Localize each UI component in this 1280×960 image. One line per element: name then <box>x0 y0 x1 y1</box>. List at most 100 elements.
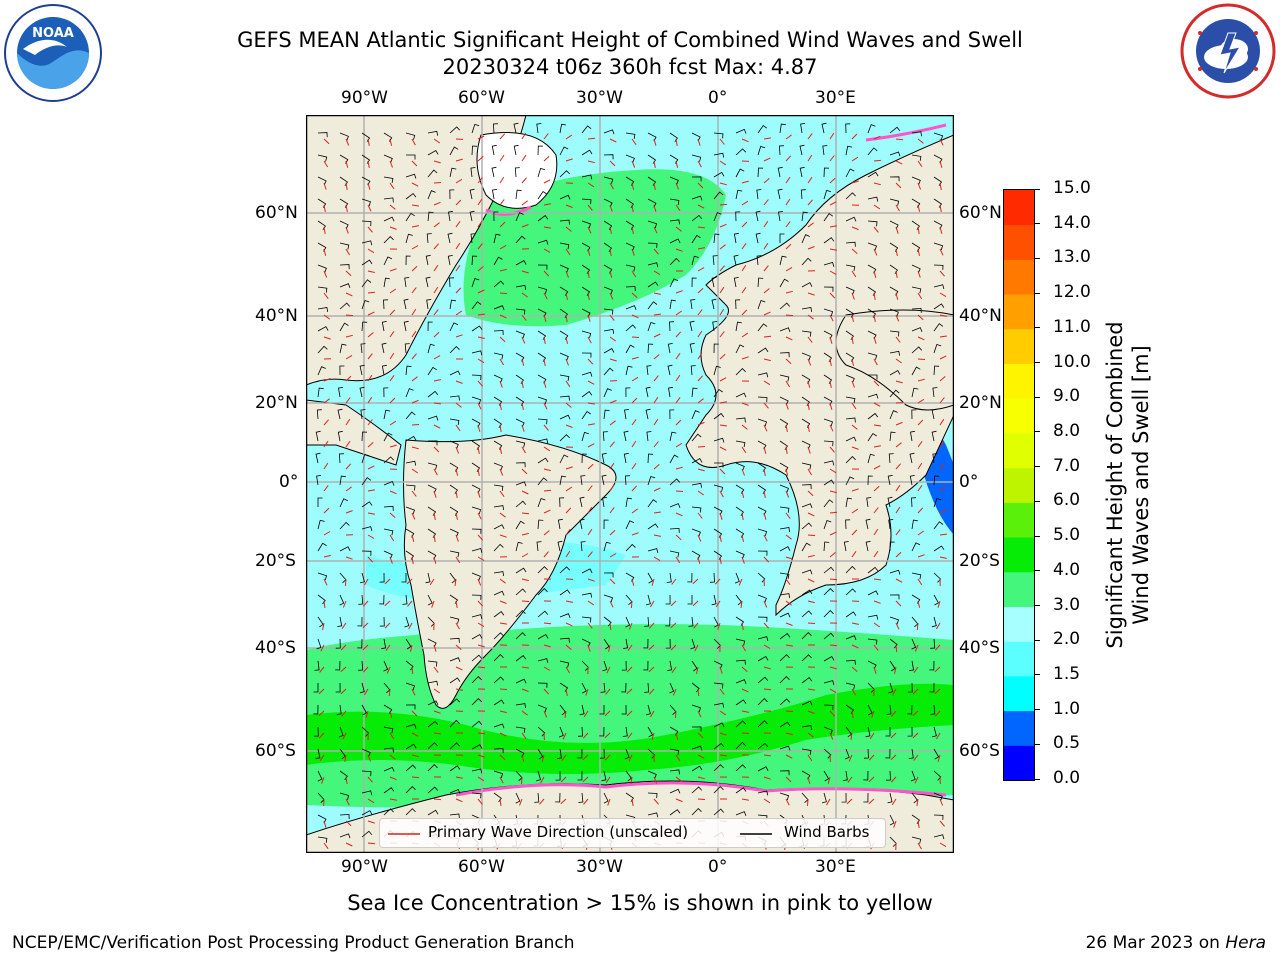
wave-direction-arrow <box>763 622 770 629</box>
wind-barb <box>735 741 746 750</box>
wave-direction-arrow <box>697 160 702 168</box>
wind-barb <box>559 660 570 668</box>
wave-direction-arrow <box>895 270 898 278</box>
wave-direction-arrow <box>829 201 837 206</box>
wind-barb <box>647 453 654 464</box>
wind-barb <box>933 323 944 332</box>
wind-barb <box>669 769 680 775</box>
wind-barb <box>647 770 657 779</box>
wind-barb <box>471 350 483 356</box>
wave-direction-arrow <box>345 463 352 470</box>
wind-barb <box>691 482 702 488</box>
wave-direction-arrow <box>389 204 396 210</box>
wave-direction-arrow <box>499 358 505 366</box>
wind-barb <box>845 264 856 272</box>
wind-barb <box>383 236 394 244</box>
wave-direction-arrow <box>433 424 441 429</box>
wind-barb <box>427 343 435 354</box>
wave-direction-arrow <box>873 424 881 427</box>
wave-direction-arrow <box>873 465 881 470</box>
wave-direction-arrow <box>605 776 611 784</box>
wind-barb <box>779 506 790 513</box>
wave-direction-arrow <box>912 688 919 695</box>
wave-direction-arrow <box>388 688 391 697</box>
chart-title: GEFS MEAN Atlantic Significant Height of… <box>237 28 1023 52</box>
wave-direction-arrow <box>917 204 921 212</box>
wave-direction-arrow <box>543 644 551 648</box>
wind-barb <box>515 260 527 266</box>
wave-direction-arrow <box>631 463 637 470</box>
wave-direction-arrow <box>675 248 683 252</box>
wave-direction-arrow <box>477 177 483 184</box>
wave-direction-arrow <box>345 138 350 146</box>
wave-direction-arrow <box>565 292 568 300</box>
wave-direction-arrow <box>675 374 681 382</box>
wave-direction-arrow <box>521 380 524 388</box>
colorbar-tick-mark <box>1034 500 1040 502</box>
wave-direction-arrow <box>543 424 549 431</box>
wave-direction-arrow <box>411 330 417 338</box>
wave-direction-arrow <box>675 754 681 762</box>
wind-barb <box>933 770 942 781</box>
wind-barb <box>361 790 373 796</box>
wind-barb <box>867 352 878 360</box>
wind-barb <box>427 720 439 728</box>
wave-direction-arrow <box>322 622 325 630</box>
wind-barb <box>623 638 629 649</box>
wave-direction-arrow <box>785 534 792 540</box>
wave-direction-arrow <box>565 134 573 140</box>
wind-barb <box>449 277 455 288</box>
wave-direction-arrow <box>653 160 656 168</box>
wave-direction-arrow <box>539 798 545 805</box>
wind-barb <box>845 497 852 508</box>
wind-barb <box>427 390 439 398</box>
wave-direction-arrow <box>367 465 375 470</box>
wave-direction-arrow <box>411 556 414 564</box>
wave-direction-arrow <box>829 270 837 275</box>
colorbar-tick-label: 12.0 <box>1053 282 1091 303</box>
wave-direction-arrow <box>411 138 416 146</box>
wind-barb <box>735 787 747 794</box>
wind-barb <box>779 440 788 451</box>
lat-label-left: 60°N <box>255 203 298 223</box>
wind-barb <box>647 572 654 584</box>
wind-barb <box>624 475 630 486</box>
wave-direction-arrow <box>939 440 945 448</box>
wind-barb <box>339 546 351 552</box>
wind-barb <box>383 387 389 398</box>
wave-direction-arrow <box>851 358 854 366</box>
wave-direction-arrow <box>873 550 879 558</box>
wave-direction-arrow <box>477 666 486 669</box>
wave-direction-arrow <box>719 446 727 451</box>
wind-barb <box>316 638 322 650</box>
wave-direction-arrow <box>389 556 393 564</box>
wind-barb <box>669 788 681 794</box>
wave-direction-arrow <box>873 292 876 300</box>
colorbar-segment <box>1004 675 1034 712</box>
lat-label-right: 40°S <box>959 638 1000 658</box>
wind-barb <box>691 433 702 442</box>
wave-direction-arrow <box>807 222 814 228</box>
wave-direction-arrow <box>521 553 529 558</box>
wave-direction-arrow <box>829 248 837 251</box>
wave-direction-arrow <box>411 182 419 187</box>
wave-direction-arrow <box>565 529 571 536</box>
wave-direction-arrow <box>433 138 441 144</box>
wave-direction-arrow <box>939 204 942 212</box>
wave-direction-arrow <box>785 314 794 317</box>
wind-barb <box>513 144 519 156</box>
colorbar-tick-mark <box>1034 466 1040 468</box>
wave-direction-arrow <box>455 221 461 228</box>
wave-direction-arrow <box>785 776 792 783</box>
wind-barb <box>735 506 744 517</box>
wind-barb <box>339 594 345 606</box>
wave-direction-arrow <box>807 199 813 206</box>
wave-direction-arrow <box>890 732 897 739</box>
wind-barb <box>647 220 658 229</box>
wind-barb <box>493 571 504 577</box>
wave-direction-arrow <box>433 379 441 382</box>
wave-direction-arrow <box>653 292 661 295</box>
wind-barb <box>801 610 812 618</box>
wave-direction-arrow <box>895 292 899 300</box>
wind-barb <box>317 132 328 138</box>
